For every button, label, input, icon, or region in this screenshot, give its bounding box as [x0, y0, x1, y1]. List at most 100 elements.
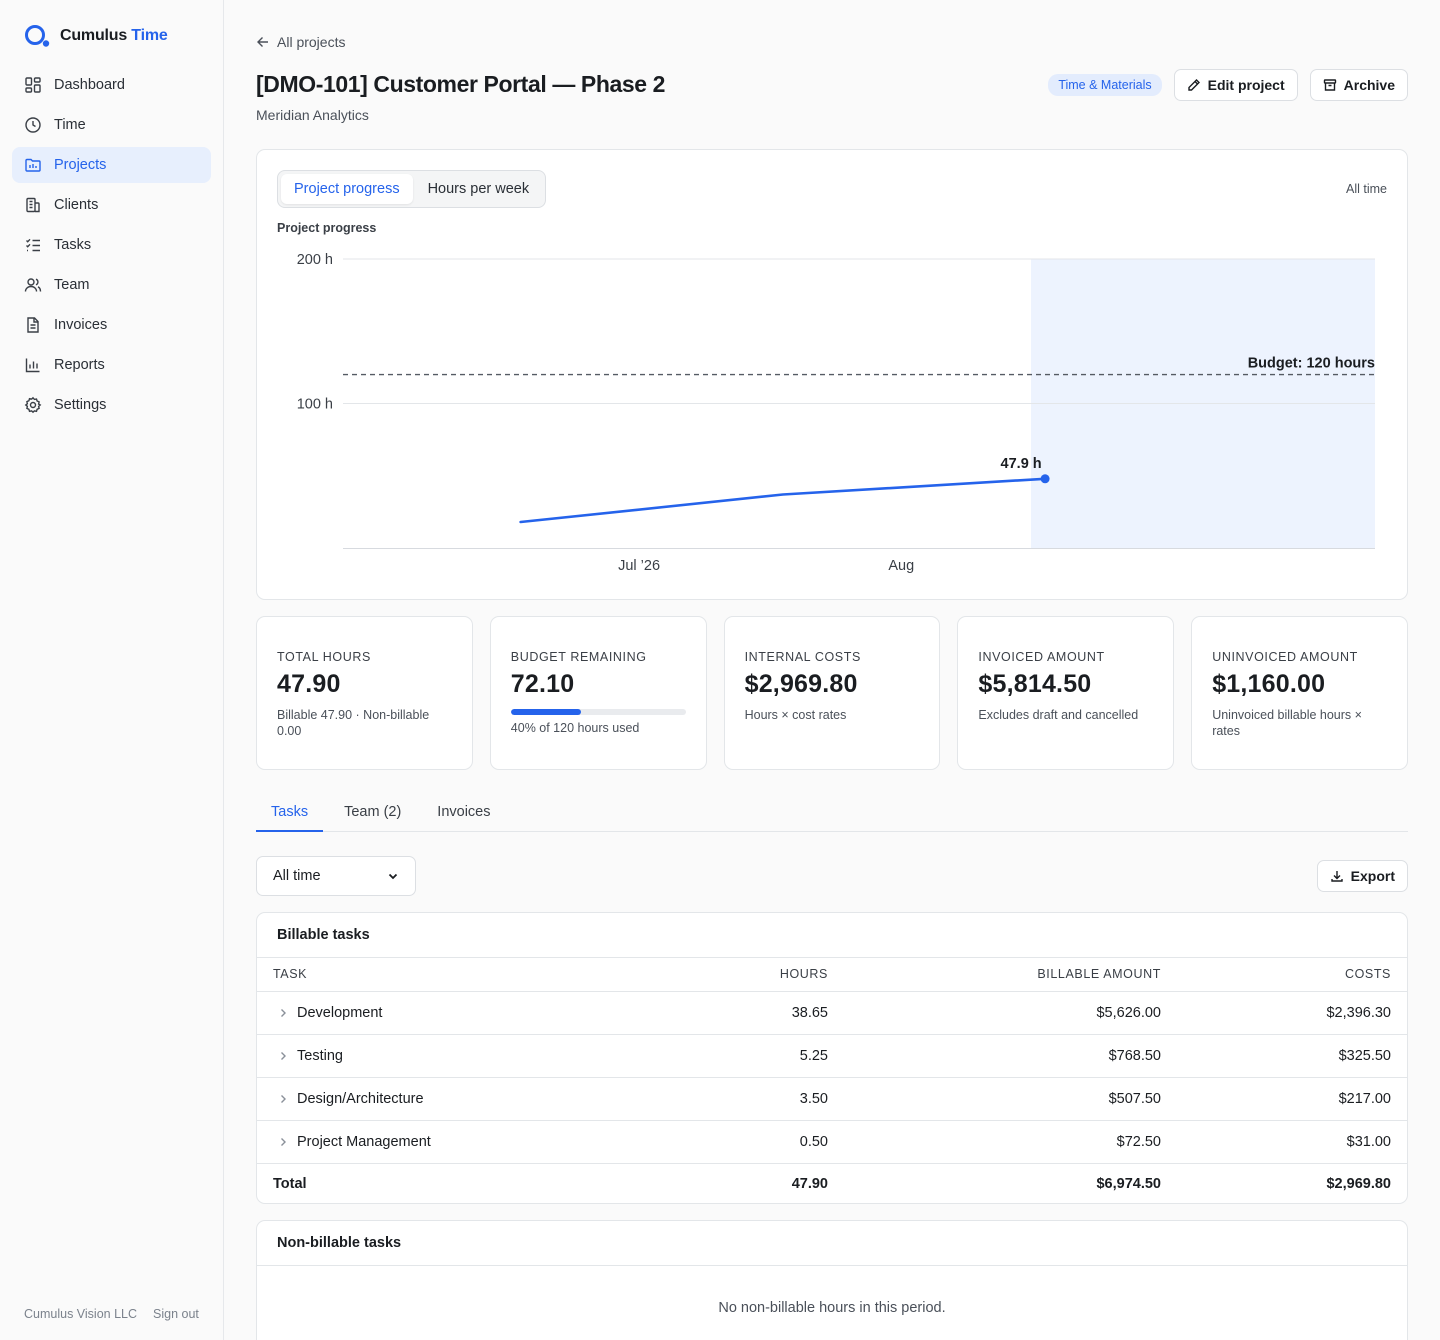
task-hours: 3.50 — [687, 1077, 828, 1121]
arrow-left-icon — [257, 37, 268, 47]
table-row[interactable]: Design/Architecture 3.50 $507.50 $217.00 — [257, 1077, 1407, 1121]
header-actions: Time & Materials Edit project Archive — [1048, 69, 1408, 101]
sidebar-item-clients[interactable]: Clients — [12, 187, 211, 223]
x-tick-label: Jul ’26 — [618, 558, 660, 574]
stat-value: 47.90 — [277, 670, 341, 698]
chevron-right-icon[interactable] — [277, 1007, 289, 1019]
task-name: Testing — [297, 1047, 343, 1064]
chart-view-toggle: Project progress Hours per week — [277, 170, 547, 208]
sidebar-item-team[interactable]: Team — [12, 267, 211, 303]
table-row[interactable]: Testing 5.25 $768.50 $325.50 — [257, 1034, 1407, 1078]
edit-project-button[interactable]: Edit project — [1173, 69, 1298, 101]
budget-label: Budget: 120 hours — [1248, 356, 1375, 372]
sidebar-item-time[interactable]: Time — [12, 107, 211, 143]
cumulus-logo-icon — [25, 25, 50, 47]
stat-value: $5,814.50 — [978, 670, 1092, 698]
task-costs: $325.50 — [1161, 1034, 1407, 1078]
sidebar-nav: Dashboard Time Projects Clients Tasks — [12, 67, 211, 427]
stats-row: Total hours 47.90 Billable 47.90 · Non-b… — [256, 616, 1408, 770]
sidebar-item-label: Clients — [54, 197, 99, 213]
stat-note: Billable 47.90 · Non-billable 0.00 — [277, 708, 430, 738]
progress-chart: 200 h 100 h Jul ’26 Aug Budget: 120 hours 47.… — [297, 252, 1375, 574]
chevron-right-icon[interactable] — [277, 1136, 289, 1148]
stat-label: Total hours — [277, 650, 371, 664]
sidebar-item-label: Tasks — [54, 237, 92, 253]
stat-label: Budget remaining — [510, 650, 647, 664]
sidebar-item-reports[interactable]: Reports — [12, 347, 211, 383]
export-button[interactable]: Export — [1316, 860, 1408, 892]
chevron-right-icon[interactable] — [277, 1093, 289, 1105]
building-icon — [24, 196, 42, 214]
archive-button[interactable]: Archive — [1309, 69, 1408, 101]
series-last-point — [1040, 474, 1050, 484]
tab-tasks[interactable]: Tasks — [256, 796, 324, 832]
table-row[interactable]: Project Management 0.50 $72.50 $31.00 — [257, 1120, 1407, 1164]
total-hours: 47.90 — [791, 1175, 828, 1192]
page-title: [DMO-101] Customer Portal — Phase 2 — [256, 71, 666, 97]
sidebar-item-label: Projects — [54, 157, 107, 173]
sidebar-item-label: Time — [54, 117, 86, 133]
task-billable-amount: $5,626.00 — [828, 991, 1161, 1035]
stat-internal-costs: Internal costs $2,969.80 Hours × cost ra… — [723, 616, 941, 770]
back-link-label: All projects — [277, 34, 346, 50]
export-label: Export — [1350, 868, 1395, 884]
tab-invoices[interactable]: Invoices — [437, 804, 491, 820]
chevron-down-icon — [388, 873, 398, 880]
task-hours: 38.65 — [687, 991, 828, 1035]
stat-note: Excludes draft and cancelled — [978, 708, 1139, 722]
stat-value: 72.10 — [510, 670, 575, 698]
series-line — [519, 477, 1047, 524]
client-name: Meridian Analytics — [256, 107, 369, 123]
stat-value: $2,969.80 — [744, 670, 858, 698]
clock-icon — [24, 116, 42, 134]
company-name: Cumulus Vision LLC — [24, 1307, 138, 1321]
sidebar-item-label: Team — [54, 277, 90, 293]
sidebar-item-tasks[interactable]: Tasks — [12, 227, 211, 263]
chevron-right-icon[interactable] — [277, 1050, 289, 1062]
total-label: Total — [273, 1175, 307, 1192]
edit-project-label: Edit project — [1207, 77, 1285, 93]
sidebar-item-invoices[interactable]: Invoices — [12, 307, 211, 343]
total-billable-amount: $6,974.50 — [1096, 1175, 1161, 1192]
budget-progress-bar — [510, 709, 686, 715]
last-value-label: 47.9 h — [1001, 456, 1042, 472]
download-icon — [1330, 871, 1343, 882]
table-row[interactable]: Development 38.65 $5,626.00 $2,396.30 — [257, 991, 1407, 1035]
column-header-hours: Hours — [687, 958, 828, 992]
sidebar-item-projects[interactable]: Projects — [12, 147, 211, 183]
tab-hours-per-week[interactable]: Hours per week — [427, 181, 530, 197]
brand[interactable]: Cumulus Time — [24, 24, 168, 48]
gear-icon — [24, 396, 42, 414]
document-icon — [24, 316, 42, 334]
checklist-icon — [24, 236, 42, 254]
sidebar-item-settings[interactable]: Settings — [12, 387, 211, 423]
task-billable-amount: $768.50 — [828, 1034, 1161, 1078]
chart-range-label: All time — [1346, 182, 1387, 196]
bar-chart-icon — [24, 356, 42, 374]
sidebar: Cumulus Time Dashboard Time Projects Cli… — [0, 0, 224, 1340]
task-hours: 0.50 — [687, 1120, 828, 1164]
task-billable-amount: $72.50 — [828, 1120, 1161, 1164]
sign-out-link[interactable]: Sign out — [153, 1307, 199, 1321]
back-to-projects-link[interactable]: All projects — [256, 34, 345, 50]
period-select[interactable]: All time — [256, 856, 416, 896]
stat-budget-remaining: Budget remaining 72.10 40% of 120 hours … — [489, 616, 707, 770]
detail-tabs: Tasks Team (2) Invoices — [256, 796, 1408, 832]
sidebar-item-label: Invoices — [54, 317, 108, 333]
task-costs: $217.00 — [1161, 1077, 1407, 1121]
y-tick-label: 200 h — [297, 252, 333, 268]
sidebar-item-dashboard[interactable]: Dashboard — [12, 67, 211, 103]
billing-type-badge: Time & Materials — [1048, 74, 1162, 96]
column-header-costs: Costs — [1161, 958, 1407, 992]
stat-uninvoiced-amount: Uninvoiced amount $1,160.00 Uninvoiced b… — [1191, 616, 1408, 770]
chart-card: 200 h 100 h Jul ’26 Aug Budget: 120 hours 47.… — [256, 149, 1408, 600]
tab-project-progress[interactable]: Project progress — [281, 174, 413, 204]
stat-value: $1,160.00 — [1212, 670, 1326, 698]
task-hours: 5.25 — [687, 1034, 828, 1078]
stat-label: Uninvoiced amount — [1212, 650, 1358, 664]
sidebar-item-label: Settings — [54, 397, 107, 413]
non-billable-tasks-card: Non-billable tasks No non-billable hours… — [256, 1220, 1408, 1340]
tab-team[interactable]: Team (2) — [344, 804, 402, 820]
x-tick-label: Aug — [888, 558, 914, 574]
total-costs: $2,969.80 — [1326, 1175, 1391, 1192]
